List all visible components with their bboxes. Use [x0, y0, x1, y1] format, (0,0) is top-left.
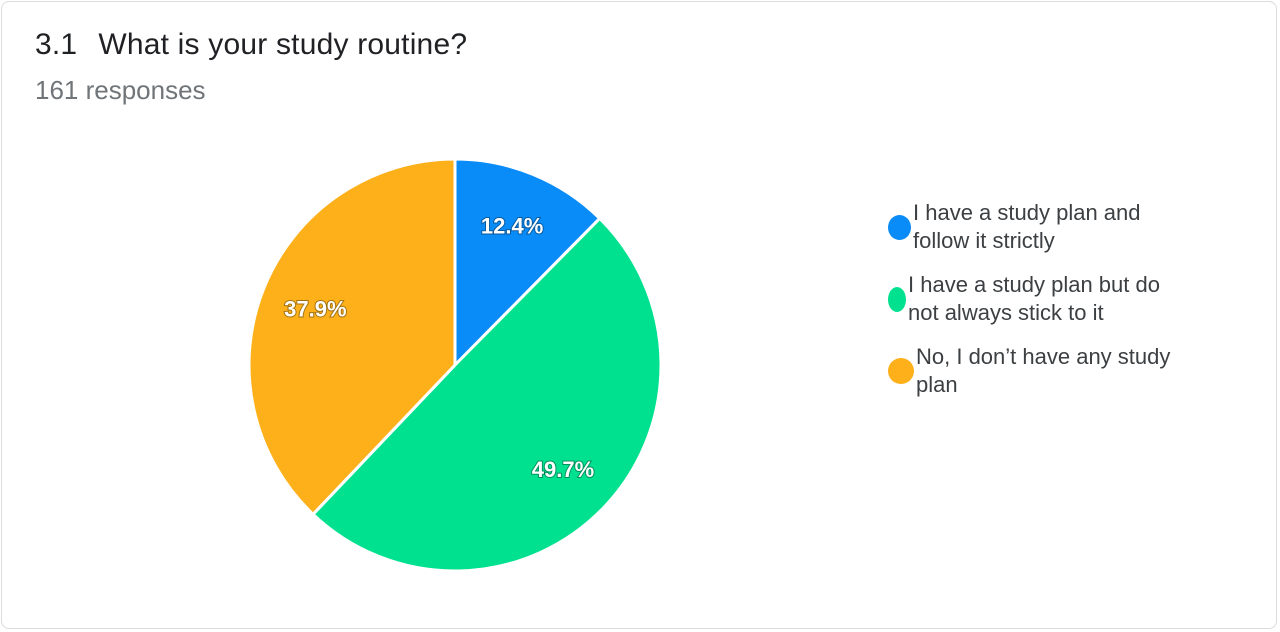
legend-item-strict-plan[interactable]: I have a study plan and follow it strict… — [888, 199, 1208, 255]
response-count: 161 responses — [35, 75, 206, 105]
legend-swatch-blue — [888, 214, 911, 240]
legend-swatch-green — [888, 286, 906, 312]
pie-slice-2[interactable] — [310, 216, 663, 573]
slice-label-3: 37.9% — [284, 297, 346, 322]
legend-item-no-plan[interactable]: No, I don’t have any study plan — [888, 343, 1208, 399]
legend-label: No, I don’t have any study plan — [916, 344, 1171, 397]
legend: I have a study plan and follow it strict… — [888, 199, 1208, 415]
pie-slice-3[interactable] — [247, 157, 457, 517]
slice-label-2: 49.7% — [532, 457, 594, 482]
question-number: 3.1 — [35, 28, 78, 61]
pie-slice-1[interactable] — [453, 157, 602, 369]
question-title: 3.1 What is your study routine? — [35, 28, 467, 62]
legend-swatch-orange — [888, 358, 914, 384]
legend-label: I have a study plan and follow it strict… — [913, 200, 1141, 253]
question-text: What is your study routine? — [98, 28, 468, 61]
slice-label-1: 12.4% — [481, 213, 543, 238]
legend-item-loose-plan[interactable]: I have a study plan but do not always st… — [888, 271, 1208, 327]
legend-label: I have a study plan but do not always st… — [908, 272, 1160, 325]
